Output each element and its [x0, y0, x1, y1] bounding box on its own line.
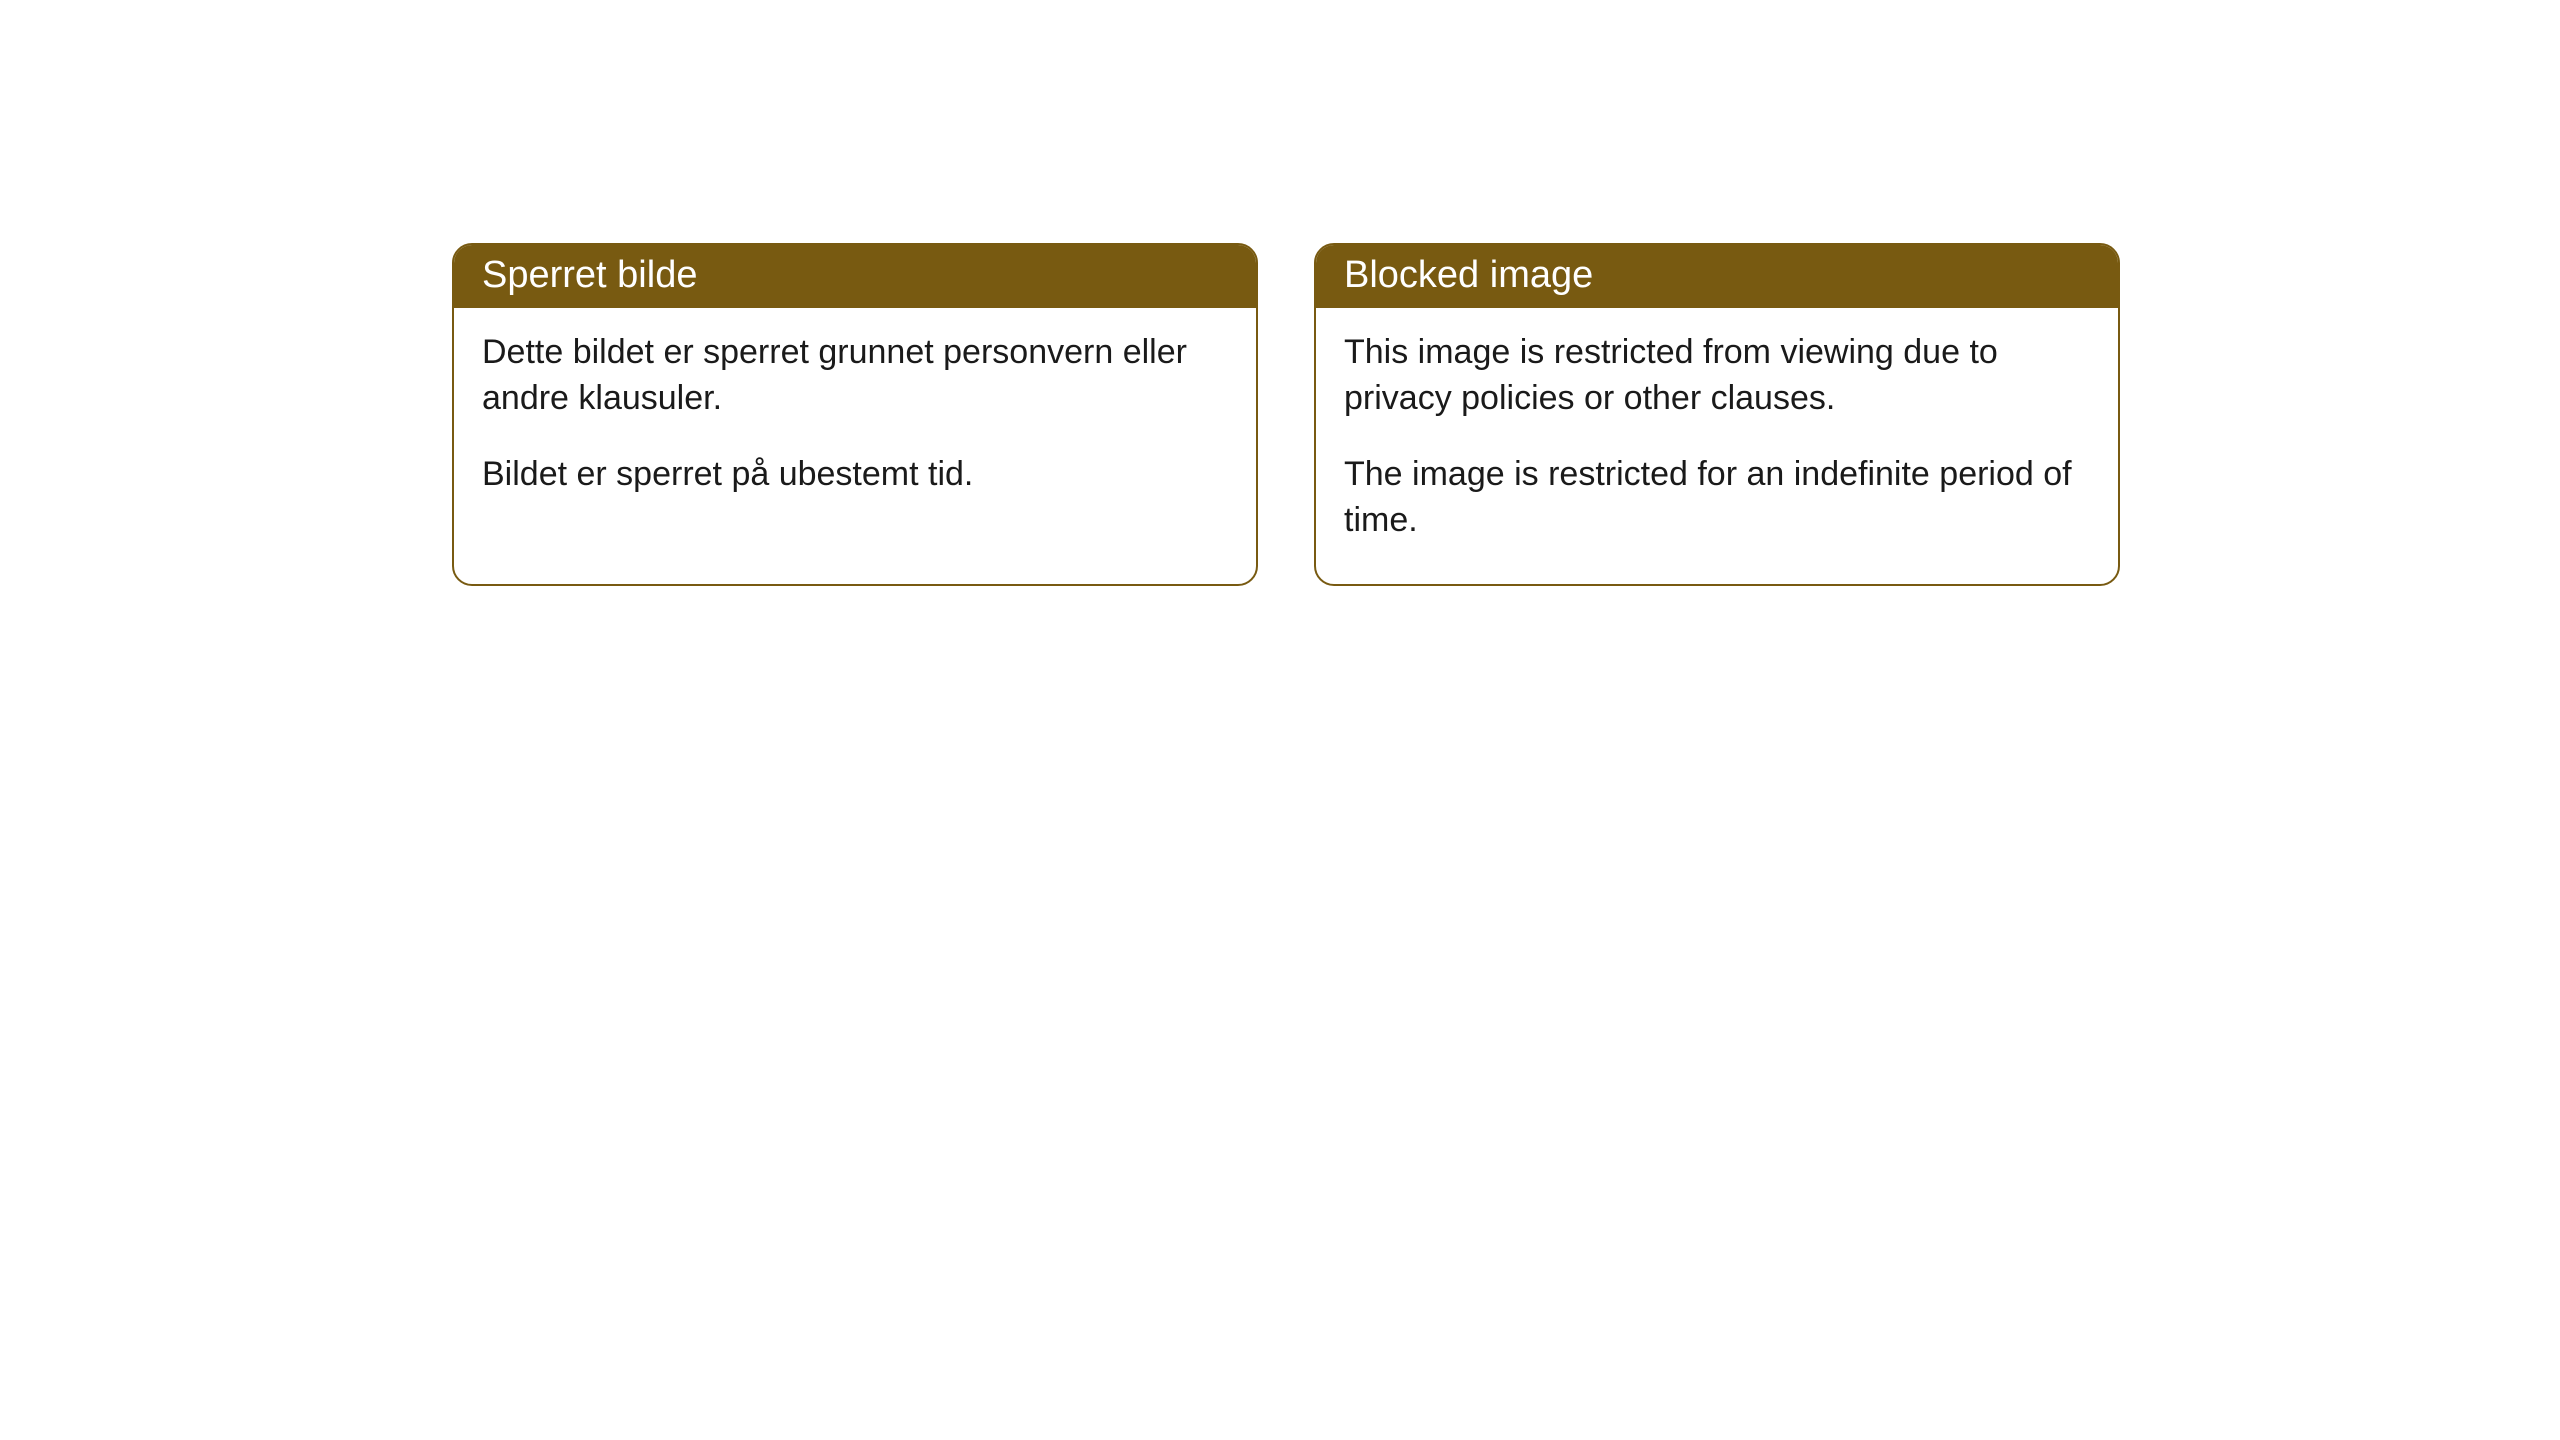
card-paragraph: Bildet er sperret på ubestemt tid. — [482, 452, 1228, 498]
card-paragraph: This image is restricted from viewing du… — [1344, 330, 2090, 422]
card-paragraph: Dette bildet er sperret grunnet personve… — [482, 330, 1228, 422]
card-container: Sperret bilde Dette bildet er sperret gr… — [0, 0, 2560, 586]
blocked-image-card-norwegian: Sperret bilde Dette bildet er sperret gr… — [452, 243, 1258, 586]
card-body: Dette bildet er sperret grunnet personve… — [454, 308, 1256, 538]
card-title: Sperret bilde — [482, 254, 697, 296]
card-paragraph: The image is restricted for an indefinit… — [1344, 452, 2090, 544]
card-body: This image is restricted from viewing du… — [1316, 308, 2118, 584]
blocked-image-card-english: Blocked image This image is restricted f… — [1314, 243, 2120, 586]
card-title: Blocked image — [1344, 254, 1593, 296]
card-header: Blocked image — [1316, 245, 2118, 308]
card-header: Sperret bilde — [454, 245, 1256, 308]
